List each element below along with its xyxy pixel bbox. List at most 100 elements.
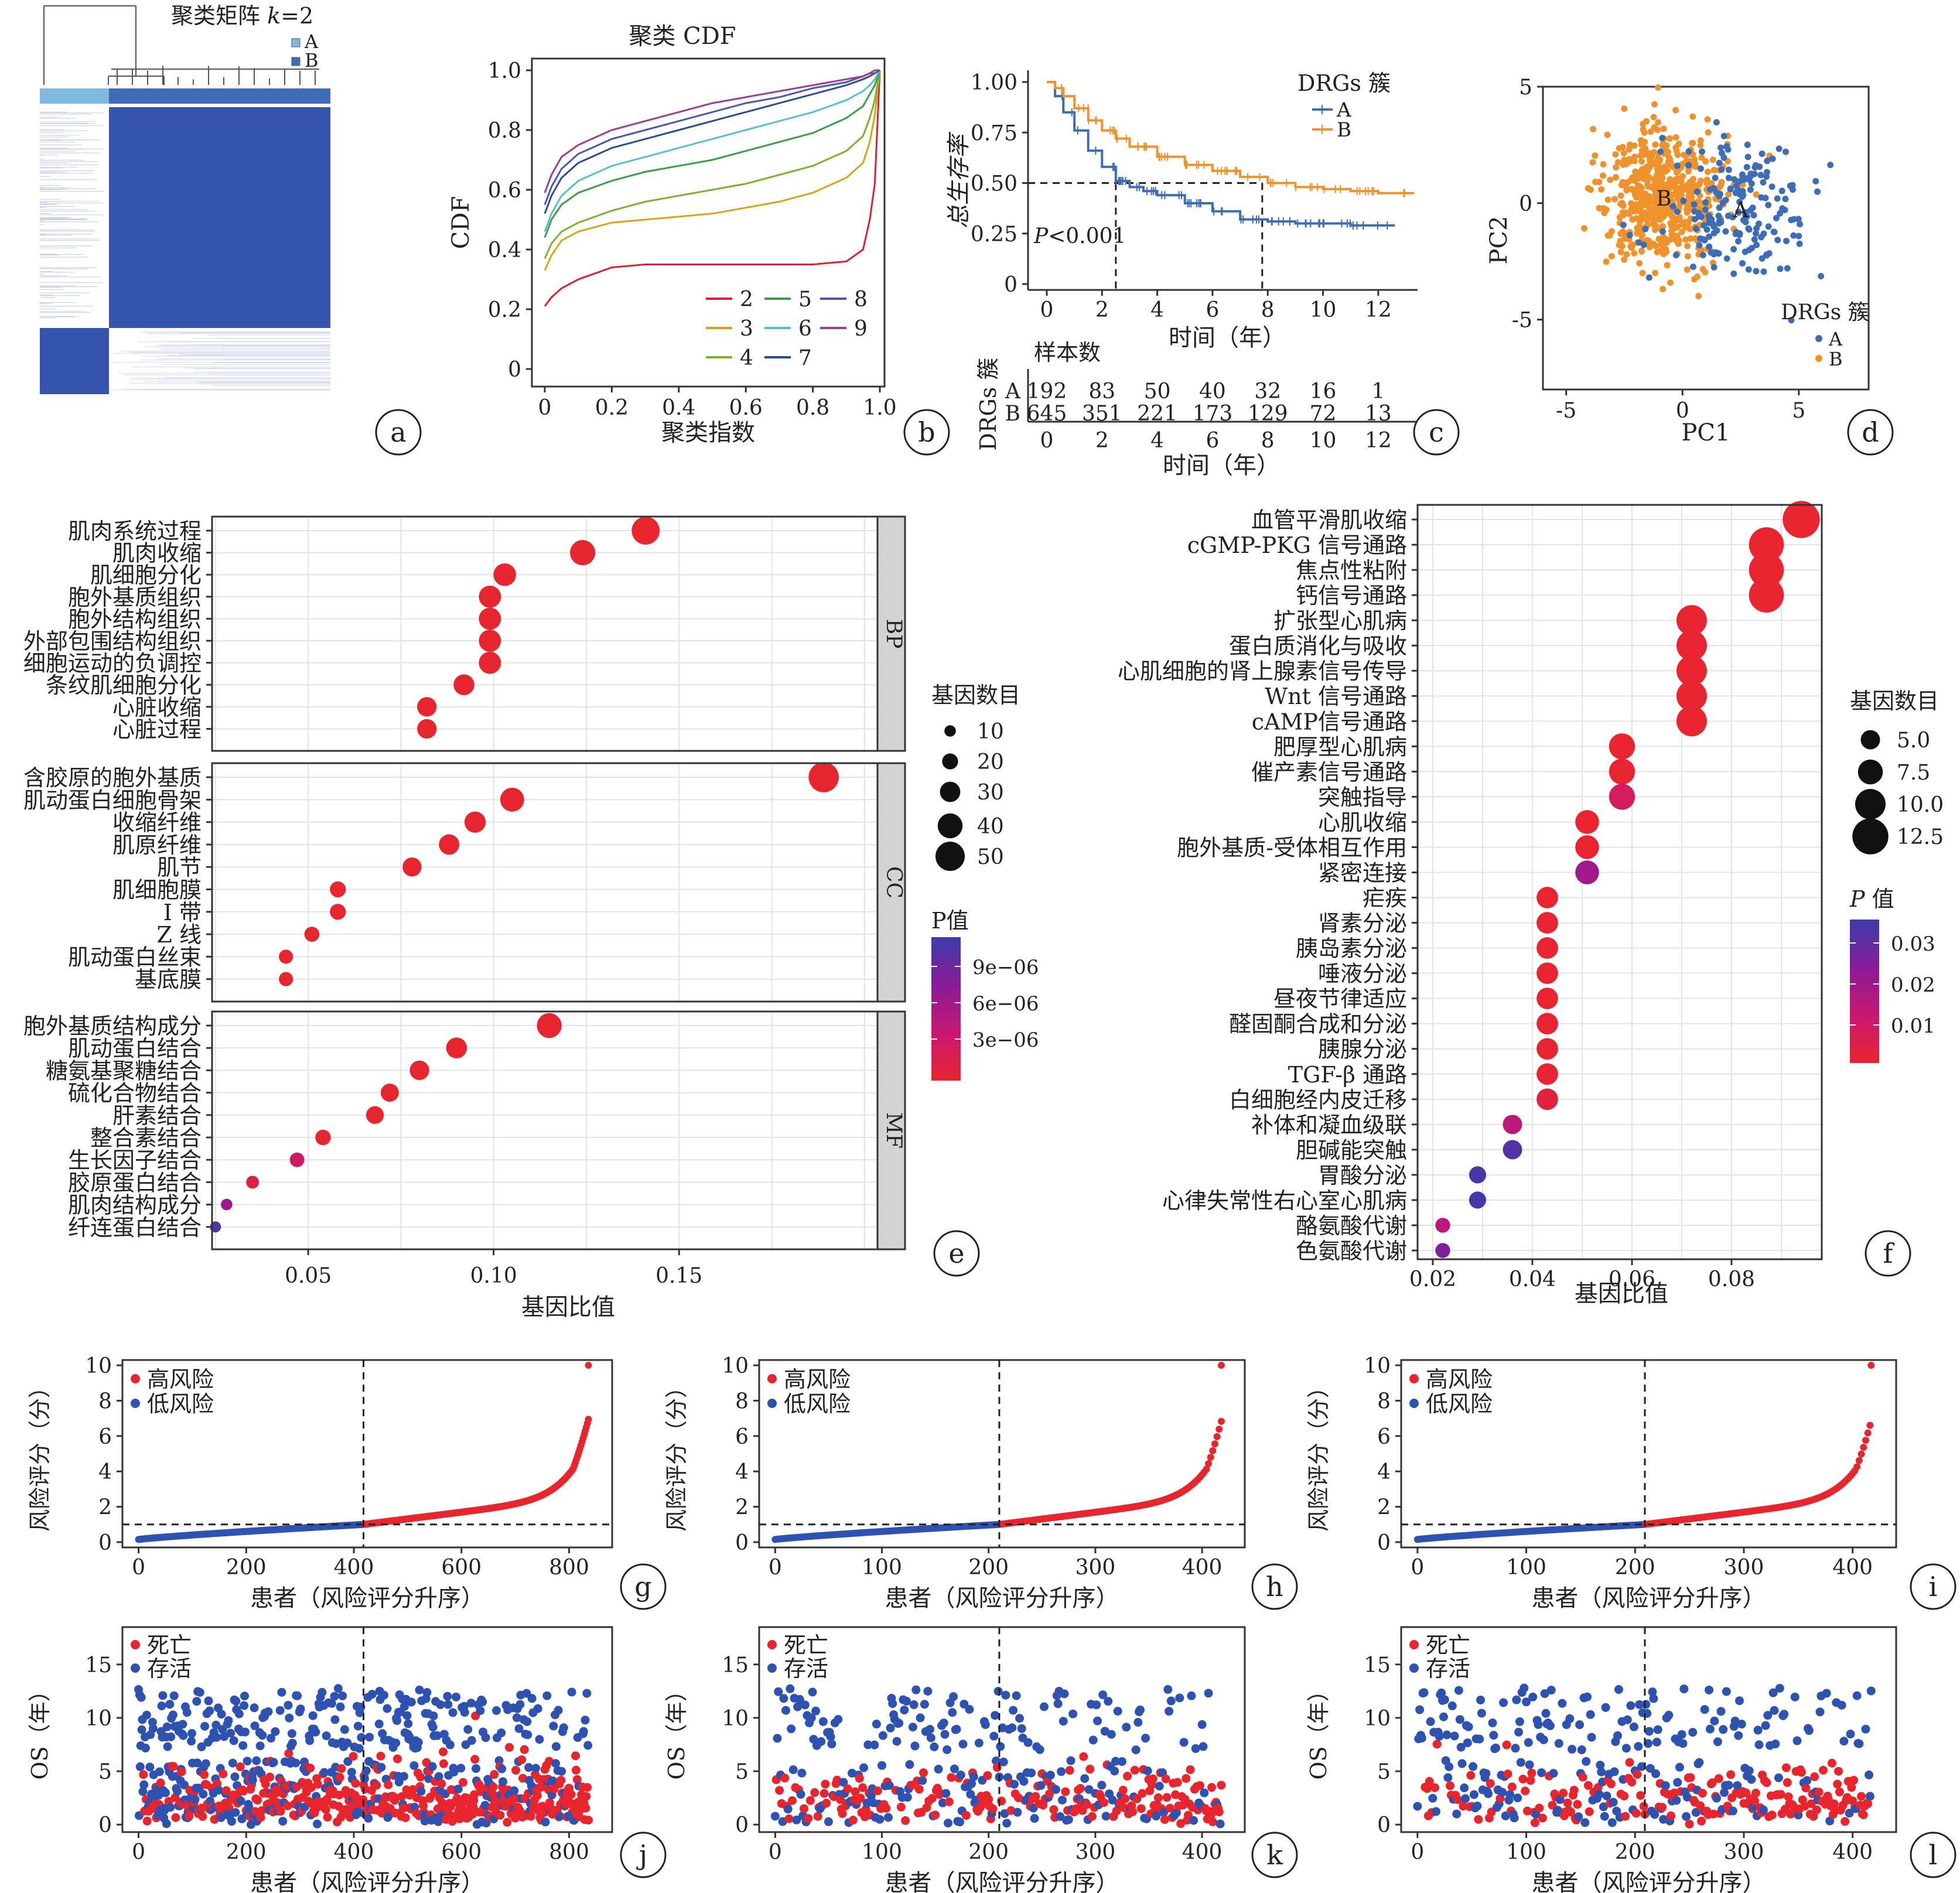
- os-point: [786, 1684, 795, 1693]
- os-point: [862, 1799, 872, 1808]
- os-point: [337, 1764, 346, 1774]
- os-point: [1118, 1785, 1128, 1795]
- point-B: [1702, 158, 1709, 165]
- point-A: [1760, 268, 1767, 275]
- os-point: [1163, 1684, 1173, 1694]
- facet-strip: [876, 1010, 906, 1250]
- term-label: 基底膜: [135, 967, 202, 993]
- term-label: 突触指导: [1318, 784, 1407, 810]
- point-B: [1652, 269, 1659, 276]
- x-axis-label: PC1: [1682, 419, 1730, 446]
- os-point: [491, 1706, 501, 1715]
- os-point: [1730, 1716, 1740, 1725]
- os-point: [1852, 1691, 1862, 1700]
- os-point: [496, 1810, 505, 1820]
- term-dot: [279, 949, 293, 964]
- panel-label-circle: [620, 1832, 667, 1878]
- os-point: [1207, 1783, 1217, 1792]
- point-B: [1612, 174, 1619, 181]
- plot-panel: [1418, 505, 1822, 1259]
- point-A: [1746, 226, 1753, 233]
- os-point: [1165, 1803, 1174, 1813]
- os-point: [1623, 1715, 1632, 1724]
- x-tick-label: 10: [1310, 298, 1337, 322]
- point-A: [1797, 221, 1804, 228]
- os-point: [1099, 1798, 1108, 1807]
- os-point: [855, 1774, 864, 1783]
- term-label: 补体和凝血级联: [1251, 1112, 1407, 1138]
- os-point: [1215, 1819, 1225, 1829]
- y-axis-label: OS（年）: [27, 1679, 53, 1779]
- y-tick-label: 0: [98, 1813, 112, 1837]
- os-point: [1698, 1789, 1707, 1798]
- os-point: [1514, 1727, 1524, 1737]
- point-B: [1646, 244, 1653, 251]
- os-point: [571, 1751, 581, 1761]
- term-label: 肌动蛋白细胞骨架: [23, 787, 202, 813]
- os-point: [808, 1687, 817, 1697]
- point-B: [1626, 156, 1633, 163]
- panel-label-d: d: [1847, 409, 1894, 456]
- os-point: [581, 1803, 590, 1813]
- os-point: [1477, 1709, 1486, 1718]
- os-point: [1865, 1792, 1874, 1801]
- os-point: [180, 1781, 189, 1790]
- term-dot: [1783, 501, 1820, 538]
- os-point: [343, 1738, 352, 1748]
- point-B: [1687, 235, 1694, 242]
- panel-g: 0 200 400 600 800 0 2 4 6 8 10 患者（风险评分升序） 风险评分（分） 高风险…: [27, 1354, 613, 1612]
- y-tick-label: 4: [735, 1460, 749, 1484]
- term-dot: [1575, 810, 1599, 834]
- x-axis-label: 患者（风险评分升序）: [1532, 1585, 1766, 1612]
- os-point: [1031, 1792, 1040, 1801]
- x-tick-label: 300: [1724, 1840, 1764, 1864]
- x-tick-label: 100: [862, 1556, 902, 1580]
- os-point: [392, 1716, 402, 1725]
- os-point: [870, 1740, 879, 1750]
- os-point: [171, 1813, 180, 1822]
- os-point: [1079, 1752, 1088, 1761]
- os-point: [1466, 1771, 1476, 1780]
- x-tick-label: 1.0: [863, 396, 896, 420]
- os-point: [999, 1757, 1008, 1766]
- x-tick-label: 0.6: [729, 396, 763, 420]
- os-point: [520, 1745, 529, 1754]
- os-point: [347, 1768, 356, 1777]
- term-dot: [479, 630, 501, 652]
- os-point: [939, 1718, 948, 1728]
- cdf-line-4: [544, 70, 881, 259]
- y-tick-label: 5: [1519, 76, 1532, 100]
- os-point: [773, 1734, 782, 1743]
- point-A: [1735, 209, 1742, 216]
- os-point: [1565, 1714, 1575, 1723]
- os-point: [251, 1807, 260, 1816]
- os-point: [1825, 1816, 1835, 1826]
- cdf-line-3: [544, 70, 881, 271]
- os-point: [1049, 1805, 1058, 1815]
- size-legend-label: 30: [977, 781, 1004, 805]
- os-point: [498, 1777, 508, 1786]
- point-A: [1674, 208, 1681, 215]
- os-point: [1172, 1808, 1181, 1817]
- os-point: [1714, 1774, 1723, 1783]
- os-point: [142, 1816, 152, 1826]
- point-A: [1659, 228, 1666, 235]
- legend-dot: [767, 1399, 777, 1408]
- os-point: [993, 1687, 1003, 1696]
- os-point: [902, 1696, 911, 1706]
- point-B: [1628, 186, 1635, 193]
- os-point: [505, 1742, 514, 1752]
- os-point: [1629, 1722, 1638, 1731]
- point-B: [1659, 285, 1667, 292]
- x-tick-label: 0.4: [662, 396, 695, 420]
- os-point: [1722, 1687, 1731, 1696]
- os-point: [1515, 1717, 1524, 1726]
- os-point: [1457, 1759, 1467, 1768]
- os-point: [1189, 1816, 1198, 1825]
- term-label: I 带: [163, 900, 202, 925]
- point-B: [1673, 148, 1680, 155]
- os-point: [397, 1792, 407, 1802]
- os-point: [1023, 1738, 1033, 1747]
- os-point: [1092, 1700, 1101, 1710]
- os-point: [826, 1732, 835, 1741]
